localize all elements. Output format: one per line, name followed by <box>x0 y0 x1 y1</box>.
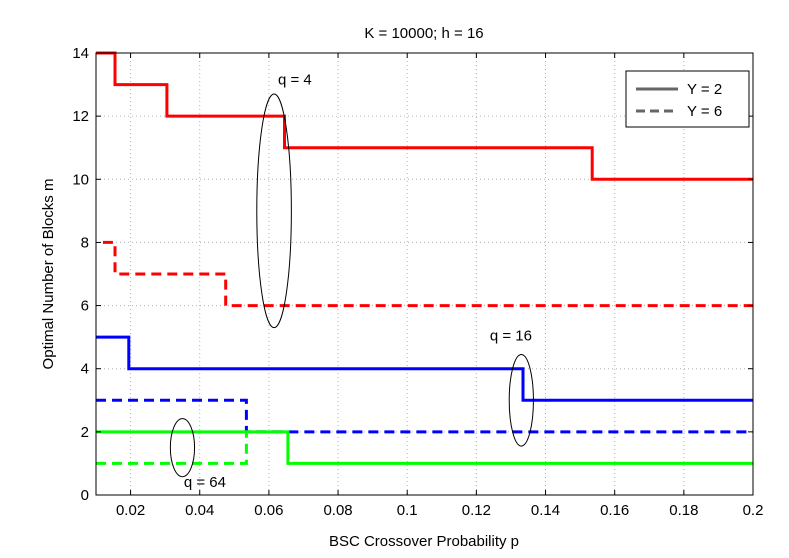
series-line-q16-y2 <box>96 335 753 402</box>
x-tick-label: 0.12 <box>462 502 491 519</box>
plot-frame <box>95 52 754 496</box>
ticks: 0.02 0.04 0.06 0.08 0.1 0.12 0.14 0.16 0.18 0.2 0 2… <box>72 45 763 519</box>
series-layer <box>96 51 753 465</box>
series-line-q64-y6 <box>96 430 287 465</box>
legend-label: Y = 6 <box>687 103 722 120</box>
x-axis-label: BSC Crossover Probability p <box>329 533 519 550</box>
y-tick-label: 2 <box>81 424 89 441</box>
x-tick-label: 0.06 <box>254 502 283 519</box>
legend-box <box>625 70 750 128</box>
y-tick-label: 12 <box>72 108 89 125</box>
y-tick-label: 8 <box>81 234 89 251</box>
y-tick-label: 14 <box>72 45 89 62</box>
y-tick-label: 6 <box>81 298 89 315</box>
x-tick-label: 0.04 <box>185 502 214 519</box>
chart-title: K = 10000; h = 16 <box>364 25 483 42</box>
x-tick-label: 0.16 <box>600 502 629 519</box>
legend: Y = 2 Y = 6 <box>625 70 750 128</box>
series-line-q16-y6 <box>96 398 753 434</box>
y-tick-label: 4 <box>81 361 89 378</box>
annotation-label: q = 64 <box>184 474 226 491</box>
y-axis-label: Optimal Number of Blocks m <box>40 179 57 370</box>
x-tick-label: 0.18 <box>669 502 698 519</box>
annotation-ellipse <box>169 418 196 478</box>
series-line-q64-y2 <box>96 430 753 465</box>
y-tick-label: 10 <box>72 171 89 188</box>
series-line-q4-y2 <box>96 51 753 181</box>
x-tick-label: 0.08 <box>323 502 352 519</box>
x-tick-label: 0.1 <box>397 502 418 519</box>
x-tick-label: 0.2 <box>743 502 764 519</box>
annotation-label: q = 16 <box>490 327 532 344</box>
x-tick-label: 0.14 <box>531 502 560 519</box>
annotation-ellipse <box>508 354 534 447</box>
annotation-ellipse <box>256 93 292 329</box>
x-tick-label: 0.02 <box>116 502 145 519</box>
y-tick-label: 0 <box>81 487 89 504</box>
series-line-q4-y6 <box>102 240 753 308</box>
legend-label: Y = 2 <box>687 81 722 98</box>
annotation-layer: q = 4 q = 16 q = 64 <box>169 72 534 491</box>
annotation-label: q = 4 <box>278 72 312 89</box>
